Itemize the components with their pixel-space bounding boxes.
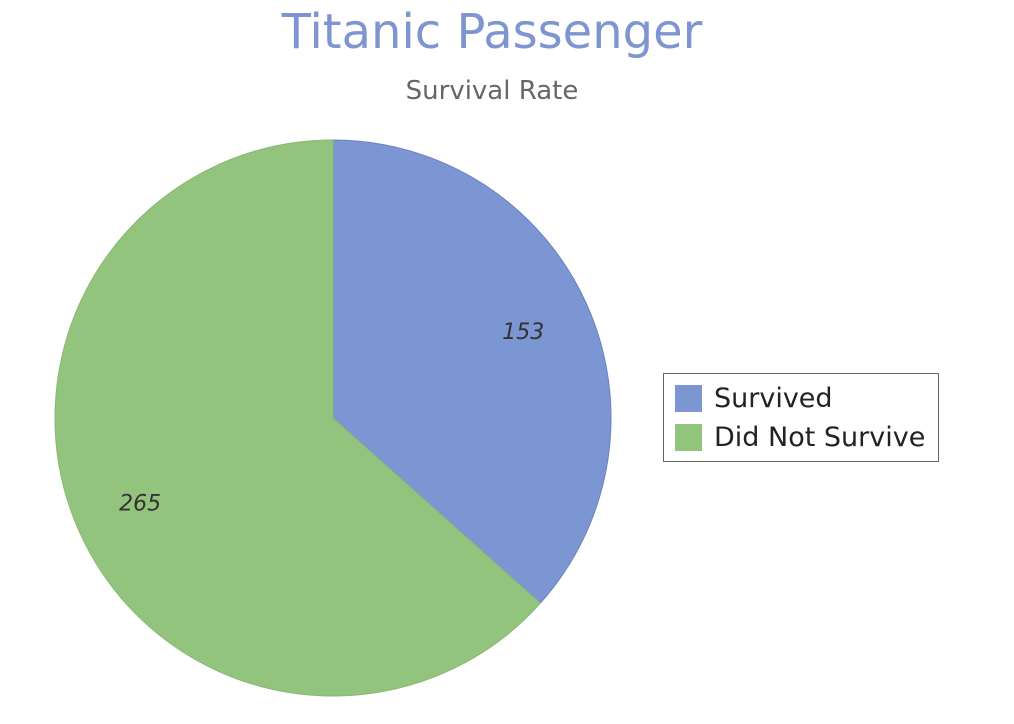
data-label-did-not-survive: 265	[119, 491, 161, 516]
data-label-survived: 153	[502, 320, 544, 345]
legend-item-survived[interactable]: Survived	[675, 382, 833, 414]
legend-swatch-did-not-survive	[675, 423, 702, 451]
pie-slice-did-not-survive[interactable]	[54, 139, 542, 697]
legend-item-did-not-survive[interactable]: Did Not Survive	[675, 421, 925, 453]
legend-swatch-survived	[675, 384, 702, 412]
legend-label-did-not-survive: Did Not Survive	[714, 421, 926, 453]
legend: Survived Did Not Survive	[663, 373, 939, 462]
chart-title: Titanic Passenger	[281, 4, 703, 60]
legend-label-survived: Survived	[714, 382, 833, 414]
pie-slice-survived[interactable]	[332, 139, 612, 604]
chart-subtitle: Survival Rate	[405, 76, 579, 106]
